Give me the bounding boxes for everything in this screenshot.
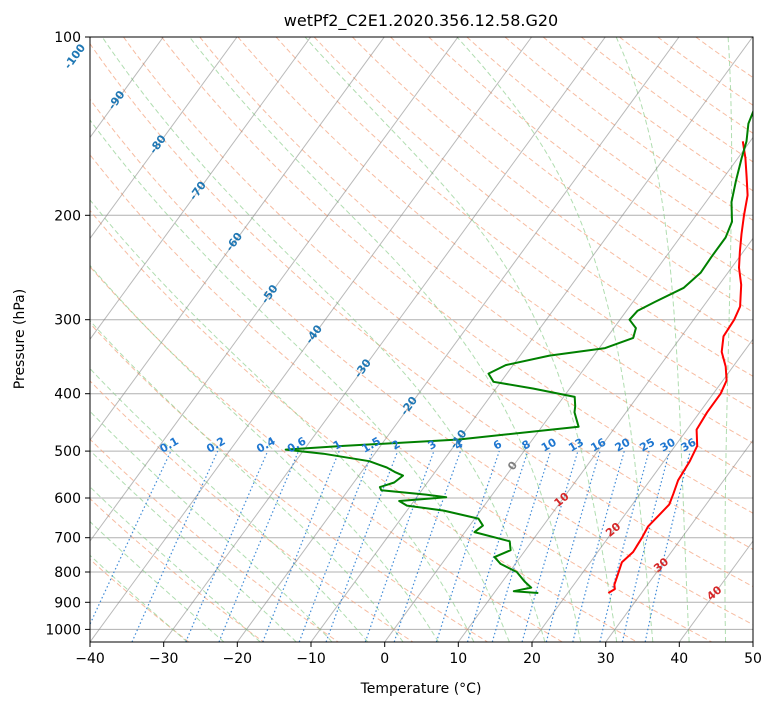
- mixing-ratio-line: [185, 450, 269, 642]
- x-tick-label: −20: [223, 651, 253, 667]
- isotherm: [90, 37, 385, 442]
- moist-adiabat: [90, 367, 369, 642]
- mixing-ratio-line: [572, 450, 625, 642]
- dry-adiabat: [352, 37, 753, 345]
- isotherm: [752, 641, 753, 642]
- x-tick-label: −10: [296, 651, 326, 667]
- dry-adiabat: [90, 265, 563, 642]
- y-axis-ticks: 100 200 300 400 500 600 700 800 900 1000: [45, 30, 90, 638]
- mixing-ratio-line: [393, 450, 462, 642]
- plot-area: [90, 37, 753, 642]
- dry-adiabat: [275, 37, 753, 411]
- dry-adiabat: [90, 438, 339, 642]
- y-tick-label: 1000: [45, 622, 81, 638]
- dry-adiabat: [580, 37, 753, 163]
- x-tick-label: −30: [149, 651, 179, 667]
- dry-adiabat: [428, 37, 753, 282]
- plot-frame: [89, 36, 754, 643]
- moist-adiabat: [304, 37, 618, 642]
- x-tick-label: 30: [597, 651, 615, 667]
- y-tick-label: 800: [54, 565, 81, 581]
- mixing-ratio-line: [262, 450, 340, 642]
- mixing-ratio-line: [644, 450, 691, 642]
- moist-adiabat: [90, 410, 333, 642]
- dry-adiabat: [90, 322, 488, 642]
- mixing-ratio-line: [435, 450, 500, 642]
- dry-adiabat: [237, 37, 753, 444]
- x-tick-label: −40: [75, 651, 105, 667]
- isotherm: [310, 37, 753, 642]
- isotherm: [90, 37, 238, 240]
- moist-adiabat: [90, 264, 439, 642]
- dry-adiabat: [161, 37, 753, 514]
- moist-adiabat: [456, 37, 654, 642]
- mixing-ratio-line: [545, 450, 601, 642]
- x-tick-label: 40: [670, 651, 688, 667]
- moist-adiabat: [90, 449, 297, 642]
- isotherm: [457, 237, 753, 642]
- mixing-ratio-line: [466, 450, 529, 642]
- moist-adiabat: [615, 37, 690, 642]
- mixing-ratio-line: [298, 450, 374, 642]
- dewpoint-profile-line: [284, 109, 753, 594]
- mixing-ratio-line: [325, 450, 399, 642]
- y-tick-label: 100: [54, 30, 81, 46]
- moist-adiabat: [90, 119, 510, 642]
- x-tick-label: 0: [380, 651, 389, 667]
- x-axis-ticks: −40 −30 −20 −10 0 10 20 30 40 50: [75, 642, 762, 667]
- dry-adiabat: [90, 153, 712, 642]
- dry-adiabat: [123, 37, 753, 550]
- dry-adiabat: [90, 498, 264, 642]
- y-tick-label: 700: [54, 531, 81, 547]
- moist-adiabat: [189, 37, 582, 642]
- y-tick-label: 400: [54, 387, 81, 403]
- chart-title: wetPf2_C2E1.2020.356.12.58.G20: [284, 11, 558, 31]
- isotherm: [90, 37, 459, 542]
- background-lines: [90, 37, 753, 642]
- isotherm: [90, 37, 312, 341]
- mixing-ratio-line: [131, 450, 219, 642]
- isotherm: [163, 37, 606, 642]
- moist-adiabat: [90, 319, 404, 642]
- mixing-ratio-line: [621, 450, 671, 642]
- y-tick-label: 900: [54, 595, 81, 611]
- y-tick-label: 500: [54, 444, 81, 460]
- y-axis-label: Pressure (hPa): [12, 289, 28, 389]
- dry-adiabat: [90, 98, 753, 626]
- mixing-ratio-line: [218, 450, 300, 642]
- mixing-ratio-line: [521, 450, 579, 642]
- isotherm: [90, 37, 533, 642]
- isotherm: [605, 439, 753, 642]
- x-axis-label: Temperature (°C): [360, 681, 482, 697]
- dry-adiabat: [504, 37, 753, 221]
- mixing-ratio-line: [491, 450, 552, 642]
- x-tick-label: 10: [449, 651, 467, 667]
- dry-adiabat: [90, 209, 638, 642]
- temperature-profile-line: [607, 141, 749, 594]
- moist-adiabat: [90, 199, 475, 642]
- moist-adiabat: [724, 37, 733, 642]
- isotherm: [236, 37, 680, 642]
- dry-adiabat: [313, 37, 753, 377]
- y-tick-label: 200: [54, 208, 81, 224]
- y-tick-label: 300: [54, 313, 81, 329]
- moist-adiabat: [101, 37, 546, 642]
- dry-adiabat: [90, 42, 753, 588]
- y-tick-label: 600: [54, 491, 81, 507]
- x-tick-label: 20: [523, 651, 541, 667]
- profile-lines: [284, 109, 753, 594]
- x-tick-label: 50: [744, 651, 762, 667]
- mixing-ratio-line: [599, 450, 650, 642]
